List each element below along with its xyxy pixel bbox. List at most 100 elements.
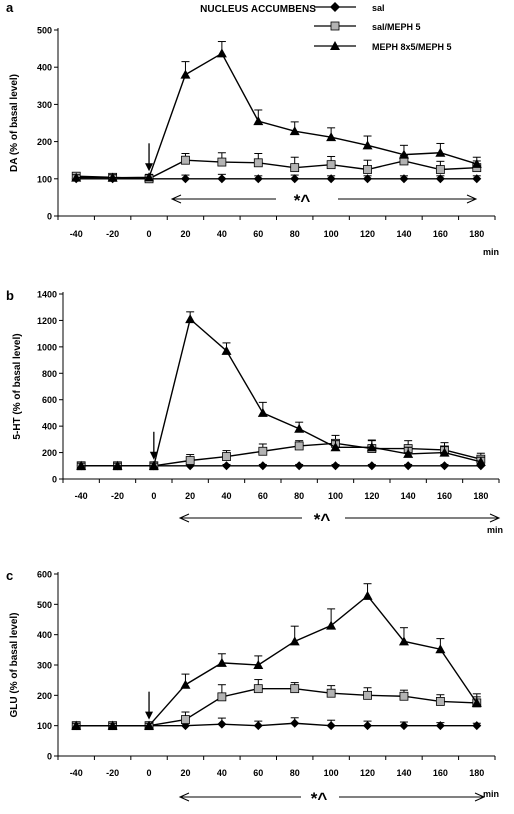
y-tick-label: 300 xyxy=(37,661,52,671)
y-tick-label: 500 xyxy=(37,600,52,610)
series-0 xyxy=(71,717,482,731)
triangle-marker-icon xyxy=(330,41,340,50)
data-point xyxy=(180,69,191,79)
x-tick-label: 20 xyxy=(180,768,190,778)
arrowhead-left-icon xyxy=(178,792,190,802)
x-axis-label: min xyxy=(483,247,499,257)
x-tick-label: 180 xyxy=(473,491,488,501)
data-point xyxy=(222,452,231,461)
panel-letter: c xyxy=(6,568,13,583)
panel-letter: b xyxy=(6,288,14,303)
data-point xyxy=(185,314,196,324)
data-point xyxy=(475,456,486,466)
y-tick-label: 200 xyxy=(37,137,52,147)
data-point xyxy=(76,460,87,470)
x-tick-label: 80 xyxy=(294,491,304,501)
data-point xyxy=(216,48,227,58)
data-point xyxy=(435,165,445,174)
injection-arrow-icon xyxy=(145,711,154,720)
data-point xyxy=(330,442,341,452)
data-point xyxy=(180,174,190,184)
data-point xyxy=(290,718,300,728)
data-point xyxy=(326,620,337,630)
y-tick-label: 1200 xyxy=(37,316,57,326)
significance-annotation: *^ xyxy=(311,789,328,808)
data-point xyxy=(217,692,227,702)
series-2 xyxy=(71,583,482,730)
x-tick-label: 0 xyxy=(147,229,152,239)
data-point xyxy=(363,165,372,174)
injection-arrow-icon xyxy=(149,451,158,460)
data-point xyxy=(290,684,300,694)
data-point xyxy=(253,158,263,168)
data-point xyxy=(326,721,336,731)
y-tick-label: 400 xyxy=(37,630,52,640)
y-tick-label: 0 xyxy=(47,212,52,222)
legend-item-sal-meph5: sal/MEPH 5 xyxy=(314,21,421,32)
x-axis-label: min xyxy=(487,525,503,535)
x-tick-label: 100 xyxy=(324,229,339,239)
chart-panel-a: a 0 100 200 300 400 500 -40 -20 0 20 40 60 80 100 120 14… xyxy=(6,0,499,257)
x-tick-label: -40 xyxy=(70,768,83,778)
legend: sal sal/MEPH 5 MEPH 8x5/MEPH 5 xyxy=(314,2,452,52)
x-tick-label: -20 xyxy=(106,229,119,239)
series-2 xyxy=(71,41,482,182)
chart-panel-b: b 0 200 400 600 800 1000 1200 1400 -40 -20 0 20 40 60 8… xyxy=(6,288,503,535)
x-tick-label: 120 xyxy=(364,491,379,501)
data-point xyxy=(144,172,155,182)
data-point xyxy=(439,447,450,457)
data-point xyxy=(217,174,227,184)
x-tick-label: 40 xyxy=(217,229,227,239)
x-tick-label: 180 xyxy=(469,229,484,239)
data-point xyxy=(112,460,123,470)
y-axis-label: GLU (% of basal level) xyxy=(9,612,20,717)
x-tick-label: 100 xyxy=(328,491,343,501)
data-point xyxy=(363,721,373,731)
x-tick-label: 60 xyxy=(253,229,263,239)
data-point xyxy=(221,345,232,355)
data-point xyxy=(326,174,336,184)
arrowhead-left-icon xyxy=(178,513,190,523)
significance-annotation: *^ xyxy=(314,510,331,529)
x-tick-label: -20 xyxy=(106,768,119,778)
data-point xyxy=(471,158,482,168)
x-tick-label: 0 xyxy=(147,768,152,778)
y-tick-label: 800 xyxy=(42,369,57,379)
series-line xyxy=(76,594,478,727)
y-tick-label: 0 xyxy=(47,752,52,762)
x-tick-label: 40 xyxy=(221,491,231,501)
data-point xyxy=(216,657,227,667)
x-tick-label: 180 xyxy=(469,768,484,778)
data-point xyxy=(435,147,446,157)
chart-panel-c: c 0 100 200 300 400 500 600 -40 -20 0 20 40 60 80 100 12… xyxy=(6,568,499,808)
x-tick-label: 120 xyxy=(360,768,375,778)
legend-item-meph8x5-meph5: MEPH 8x5/MEPH 5 xyxy=(314,41,452,52)
data-point xyxy=(472,174,482,184)
x-tick-label: 60 xyxy=(253,768,263,778)
data-point xyxy=(362,140,373,150)
data-point xyxy=(326,132,337,142)
y-axis-label: 5-HT (% of basal level) xyxy=(12,333,23,439)
data-point xyxy=(181,155,190,165)
legend-label: sal xyxy=(372,3,385,13)
data-point xyxy=(326,160,336,170)
data-point xyxy=(253,116,264,126)
data-point xyxy=(289,636,300,646)
x-tick-label: 40 xyxy=(217,768,227,778)
y-tick-label: 400 xyxy=(37,63,52,73)
square-marker-icon xyxy=(330,21,340,31)
y-tick-label: 600 xyxy=(42,395,57,405)
injection-arrow-icon xyxy=(145,163,154,172)
data-point xyxy=(217,719,227,729)
x-tick-label: 20 xyxy=(180,229,190,239)
arrowhead-right-icon xyxy=(466,194,478,204)
data-point xyxy=(362,590,373,600)
data-point xyxy=(435,697,445,706)
y-tick-label: 500 xyxy=(37,26,52,36)
data-point xyxy=(258,461,268,471)
y-tick-label: 1400 xyxy=(37,290,57,300)
series-2 xyxy=(76,311,486,470)
y-tick-label: 0 xyxy=(52,475,57,485)
x-tick-label: 160 xyxy=(433,229,448,239)
data-point xyxy=(107,720,118,730)
